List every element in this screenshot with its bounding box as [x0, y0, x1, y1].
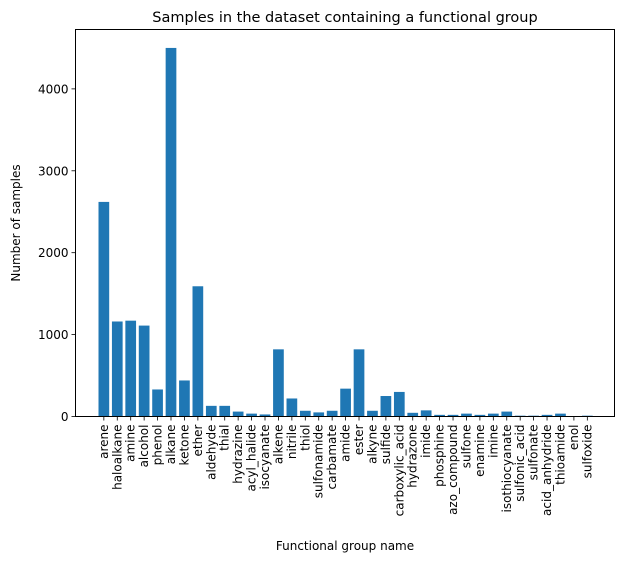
- bar-imine: [487, 413, 499, 417]
- bar-acid-anhydride: [541, 414, 553, 417]
- bar-ester: [353, 349, 365, 417]
- bar-thioamide: [555, 413, 566, 417]
- y-axis-label: Number of samples: [9, 164, 23, 281]
- x-tick-label: isothiocyanate: [500, 425, 514, 513]
- x-tick-label: phenol: [151, 425, 165, 466]
- bar-alkane: [165, 47, 177, 417]
- bar-amine: [125, 320, 137, 417]
- x-tick-label: sulfonic_acid: [513, 425, 527, 502]
- x-tick-label: alkene: [271, 425, 285, 465]
- y-tick-label: 0: [61, 410, 69, 424]
- x-tick-label: imide: [419, 425, 433, 458]
- x-tick-label: ether: [191, 424, 205, 456]
- x-axis-label: Functional group name: [276, 539, 414, 553]
- bar-alcohol: [138, 325, 150, 417]
- x-tick-label: thioamide: [553, 425, 567, 485]
- y-tick-label: 3000: [38, 164, 69, 178]
- x-tick-label: sulfide: [379, 425, 393, 465]
- x-tick-label: carbamate: [325, 425, 339, 490]
- x-tick-label: isocyanate: [258, 425, 272, 490]
- bar-haloalkane: [111, 321, 123, 417]
- bar-ketone: [179, 380, 190, 417]
- x-tick-label: ester: [352, 424, 366, 455]
- bar-phenol: [152, 389, 163, 417]
- x-axis-ticks: arene haloalkane amine alcohol phenol alkane k…: [97, 416, 594, 517]
- x-tick-label: aldehyde: [204, 425, 218, 480]
- x-tick-label: thiol: [298, 425, 312, 451]
- bar-thial: [219, 405, 231, 417]
- bar-carbamate: [326, 410, 338, 417]
- x-tick-label: sulfonate: [527, 425, 541, 481]
- bar-thiol: [299, 410, 311, 417]
- x-tick-label: alkyne: [365, 425, 379, 464]
- y-tick-label: 4000: [38, 82, 69, 96]
- x-tick-label: enol: [567, 425, 581, 451]
- x-tick-label: sulfone: [459, 425, 473, 469]
- x-tick-label: alkane: [164, 425, 178, 465]
- y-axis-ticks: 0 1000 2000 3000 4000: [38, 82, 76, 424]
- bar-imide: [420, 410, 432, 417]
- bar-alkene: [273, 349, 284, 417]
- x-tick-label: hydrazine: [231, 425, 245, 484]
- x-tick-label: azo_compound: [446, 425, 460, 515]
- x-tick-label: arene: [97, 425, 111, 459]
- x-tick-label: thial: [218, 425, 232, 451]
- x-tick-label: sulfoxide: [580, 425, 594, 479]
- bar-hydrazone: [407, 412, 419, 417]
- chart-title: Samples in the dataset containing a func…: [152, 10, 537, 26]
- x-tick-label: alcohol: [137, 425, 151, 468]
- bar-hydrazine: [232, 411, 244, 417]
- bar-sulfide: [380, 396, 392, 417]
- bar-amide: [340, 388, 351, 417]
- x-tick-label: enamine: [473, 425, 487, 477]
- x-tick-label: acyl_halide: [245, 425, 259, 492]
- x-tick-label: acid_anhydride: [540, 425, 554, 516]
- bar-sulfonamide: [313, 412, 325, 417]
- plot-area-frame: [75, 29, 615, 417]
- bar-carboxylic-acid: [393, 391, 405, 417]
- bar-acyl-halide: [246, 413, 257, 417]
- x-tick-label: nitrile: [285, 425, 299, 460]
- x-tick-label: phosphine: [433, 425, 447, 487]
- x-tick-label: ketone: [177, 425, 191, 466]
- x-tick-label: imine: [486, 425, 500, 458]
- bar-isothiocyanate: [501, 411, 513, 417]
- bar-arene: [98, 201, 110, 417]
- bar-sulfone: [461, 413, 472, 417]
- bar-nitrile: [286, 398, 298, 417]
- bar-aldehyde: [205, 405, 217, 417]
- y-tick-label: 1000: [38, 328, 69, 342]
- x-tick-label: sulfonamide: [312, 425, 326, 499]
- x-tick-label: amine: [124, 425, 138, 462]
- y-tick-label: 2000: [38, 246, 69, 260]
- bar-ether: [192, 286, 204, 417]
- x-tick-label: hydrazone: [406, 425, 420, 488]
- bar-isocyanate: [259, 414, 271, 417]
- x-tick-label: carboxylic_acid: [392, 425, 406, 517]
- x-tick-label: haloalkane: [110, 425, 124, 490]
- bar-azo-compound: [447, 414, 459, 417]
- x-tick-label: amide: [339, 425, 353, 462]
- bar-alkyne: [367, 410, 378, 417]
- bar-phosphine: [434, 414, 445, 417]
- bar-enamine: [474, 414, 486, 417]
- bars-group: [98, 47, 593, 417]
